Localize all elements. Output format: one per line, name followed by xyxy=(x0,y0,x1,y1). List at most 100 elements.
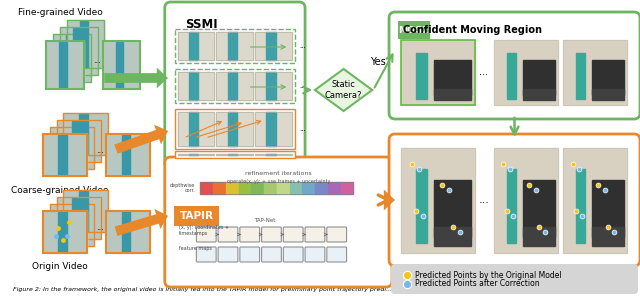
Bar xyxy=(216,72,253,100)
Text: feature maps: feature maps xyxy=(179,246,211,251)
Bar xyxy=(50,127,94,169)
FancyBboxPatch shape xyxy=(175,151,295,158)
Bar xyxy=(44,135,86,175)
FancyBboxPatch shape xyxy=(218,227,238,242)
Bar xyxy=(592,89,624,100)
Bar xyxy=(43,211,87,253)
Bar xyxy=(576,53,586,99)
Bar xyxy=(67,20,104,68)
Bar xyxy=(65,205,74,245)
Bar xyxy=(255,32,292,60)
Bar xyxy=(46,41,84,89)
Bar xyxy=(255,154,292,155)
Text: Coarse-grained Video: Coarse-grained Video xyxy=(12,186,109,195)
Bar xyxy=(189,32,198,60)
Bar xyxy=(228,32,237,60)
Bar xyxy=(67,20,104,68)
Bar xyxy=(178,32,214,60)
Bar xyxy=(72,121,81,161)
FancyBboxPatch shape xyxy=(284,247,303,262)
Bar xyxy=(63,190,108,232)
Bar xyxy=(51,205,93,245)
Bar xyxy=(523,227,555,246)
Bar xyxy=(523,59,555,95)
Text: SSMI: SSMI xyxy=(186,18,218,31)
Bar xyxy=(266,72,276,100)
FancyBboxPatch shape xyxy=(218,247,238,262)
Bar xyxy=(60,42,67,88)
Bar xyxy=(328,182,340,194)
FancyBboxPatch shape xyxy=(240,227,260,242)
Bar xyxy=(226,182,239,194)
Bar xyxy=(563,148,627,253)
Bar xyxy=(592,59,624,95)
Bar xyxy=(63,190,108,232)
FancyBboxPatch shape xyxy=(389,134,640,266)
Bar xyxy=(216,32,253,60)
Bar xyxy=(56,197,101,239)
Bar xyxy=(106,134,150,176)
FancyBboxPatch shape xyxy=(164,2,305,169)
FancyBboxPatch shape xyxy=(240,247,260,262)
FancyBboxPatch shape xyxy=(389,12,640,119)
Bar xyxy=(56,120,101,162)
FancyBboxPatch shape xyxy=(196,227,216,242)
Bar xyxy=(255,72,292,100)
Bar xyxy=(216,112,253,146)
Bar xyxy=(266,112,276,146)
Bar xyxy=(106,211,150,253)
FancyBboxPatch shape xyxy=(262,227,282,242)
Bar xyxy=(315,182,328,194)
Bar xyxy=(50,204,94,246)
Bar xyxy=(290,182,303,194)
Bar xyxy=(239,182,252,194)
Bar xyxy=(255,112,292,146)
Bar xyxy=(68,21,104,67)
Bar xyxy=(43,134,87,176)
Bar xyxy=(277,182,290,194)
Bar xyxy=(266,32,276,60)
Bar xyxy=(122,135,131,175)
Bar xyxy=(178,72,214,100)
Bar xyxy=(416,169,427,242)
Bar xyxy=(58,135,67,175)
Bar xyxy=(178,154,214,155)
Text: depthwise
corr.: depthwise corr. xyxy=(170,183,195,193)
Bar xyxy=(507,169,516,242)
Bar xyxy=(592,227,624,246)
Text: Figure 2: In the framework, the original video is initially fed into the TAPIR m: Figure 2: In the framework, the original… xyxy=(13,287,392,292)
Bar xyxy=(51,128,93,168)
Bar xyxy=(563,148,627,253)
Bar xyxy=(507,53,516,99)
Text: ...: ... xyxy=(479,195,490,205)
Bar xyxy=(494,40,558,105)
Bar xyxy=(106,211,150,253)
Polygon shape xyxy=(315,69,372,111)
Bar xyxy=(435,89,471,100)
Bar xyxy=(79,114,88,154)
FancyBboxPatch shape xyxy=(196,247,216,262)
FancyBboxPatch shape xyxy=(391,264,638,294)
Text: ...: ... xyxy=(93,56,100,65)
Bar xyxy=(178,72,214,100)
Bar xyxy=(63,113,108,155)
Bar xyxy=(53,34,91,82)
Text: Confident Moving Region: Confident Moving Region xyxy=(403,25,541,35)
Bar xyxy=(47,42,83,88)
Bar xyxy=(402,41,474,104)
Bar xyxy=(228,154,237,155)
Bar xyxy=(401,40,475,105)
Bar xyxy=(56,197,101,239)
Bar xyxy=(255,112,292,146)
Bar xyxy=(72,198,81,238)
Bar xyxy=(107,212,150,252)
Bar xyxy=(266,154,276,155)
Text: ...: ... xyxy=(299,126,306,132)
Bar xyxy=(67,35,74,81)
Bar xyxy=(564,41,626,104)
FancyBboxPatch shape xyxy=(284,227,303,242)
Bar xyxy=(401,40,475,105)
Bar xyxy=(65,128,74,168)
Bar xyxy=(228,72,237,100)
Bar xyxy=(79,191,88,231)
